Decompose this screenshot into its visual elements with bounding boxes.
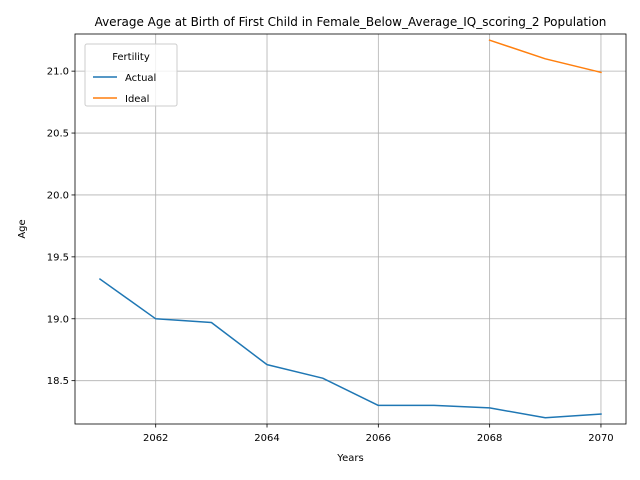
y-tick-label: 18.5 — [47, 376, 69, 387]
axis-ticks: 2062 2064 2066 2068 2070 18.5 19.0 19.5 20.0 20.5… — [47, 67, 614, 444]
x-axis-label: Years — [336, 453, 363, 464]
series-line-ideal — [488, 39, 602, 74]
y-tick-label: 21.0 — [47, 67, 69, 78]
legend-items: Actual Ideal — [93, 73, 156, 105]
y-axis-label: Age — [17, 219, 28, 238]
x-tick-label: 2070 — [588, 433, 613, 444]
legend-label: Ideal — [125, 94, 149, 105]
series-lines — [98, 39, 602, 419]
legend-title: Fertility — [112, 52, 150, 63]
chart-title: Average Age at Birth of First Child in F… — [95, 15, 607, 29]
x-tick-label: 2066 — [366, 433, 391, 444]
y-tick-label: 20.5 — [47, 129, 69, 140]
x-tick-label: 2062 — [143, 433, 168, 444]
legend-box — [84, 43, 178, 107]
x-tick-label: 2068 — [477, 433, 502, 444]
y-tick-label: 19.5 — [47, 252, 69, 263]
y-tick-label: 20.0 — [47, 190, 69, 201]
plot-frame — [74, 33, 627, 425]
y-tick-label: 19.0 — [47, 314, 69, 325]
series-line-actual — [98, 278, 602, 419]
legend: Fertility Actual Ideal — [84, 43, 178, 107]
x-tick-label: 2064 — [254, 433, 279, 444]
legend-label: Actual — [125, 73, 156, 84]
